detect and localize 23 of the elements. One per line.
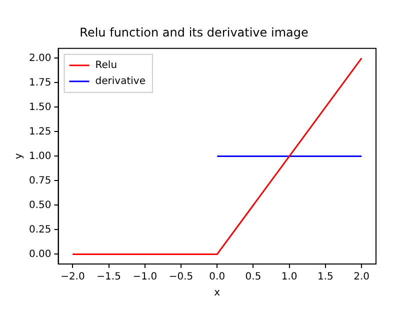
legend-label: derivative [95,76,146,87]
chart-title: Relu function and its derivative image [80,25,308,40]
y-tick-label: 2.00 [29,52,52,64]
y-axis-title: y [14,153,25,160]
x-tick-label: 2.0 [354,272,370,283]
x-tick-label: −1.0 [132,272,158,283]
x-axis-title: x [214,288,220,299]
y-tick-label: 1.00 [29,150,52,162]
x-tick-label: −1.5 [96,272,121,283]
x-tick-label: 0.5 [245,272,262,283]
x-tick-label: 1.0 [281,272,298,283]
x-tick-label: −2.0 [60,272,85,283]
y-tick-label: 0.75 [29,175,52,186]
y-tick-label: 1.50 [29,102,52,113]
y-tick-label: 0.00 [29,248,52,260]
x-tick-label: −0.5 [168,272,194,283]
y-tick-label: 0.50 [29,200,52,211]
y-tick-label: 1.75 [29,77,52,88]
y-tick-label: 1.25 [29,126,52,138]
x-tick-label: 1.5 [318,272,334,283]
legend-label: Relu [95,60,118,71]
x-tick-label: 0.0 [209,272,226,283]
y-tick-label: 0.25 [29,224,52,236]
